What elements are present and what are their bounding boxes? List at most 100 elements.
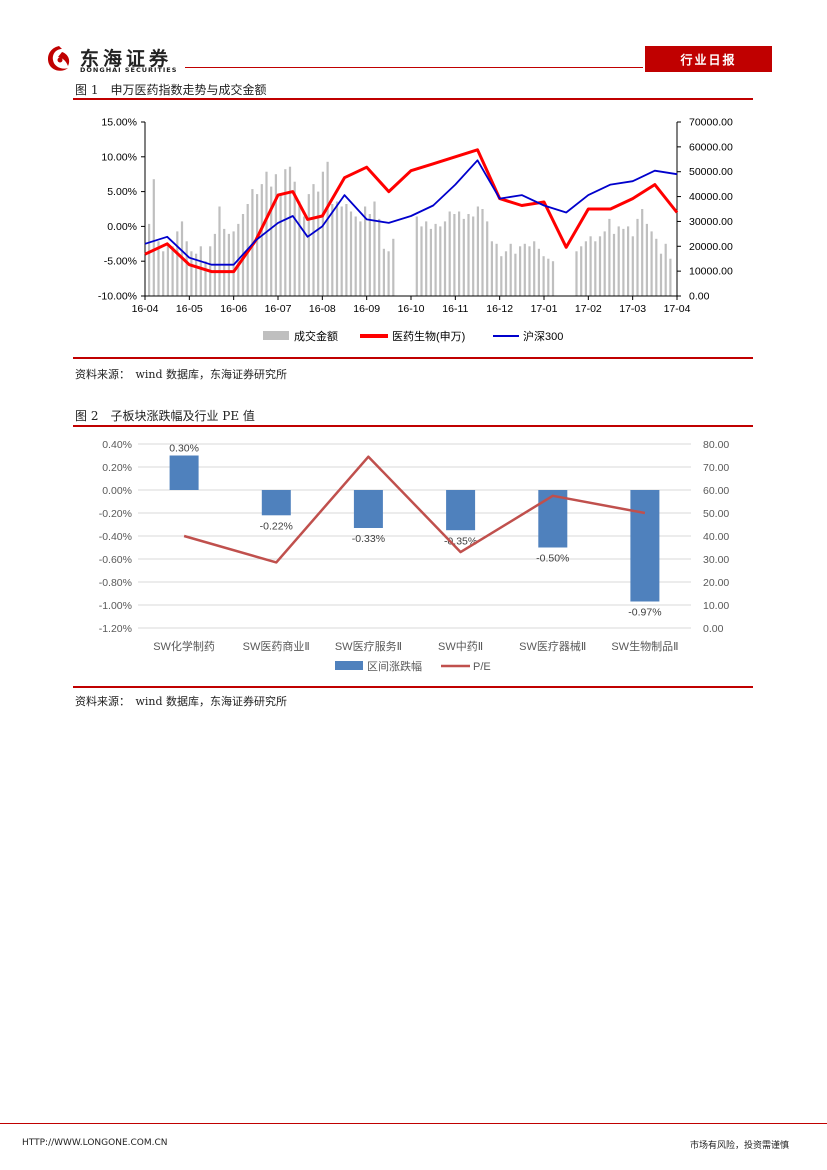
y-right-tick-label: 50.00 <box>703 508 729 520</box>
change-bar <box>538 490 568 548</box>
donghai-logo-icon <box>48 46 70 71</box>
volume-bar <box>617 226 620 296</box>
volume-bar <box>476 206 479 296</box>
volume-bar <box>533 241 536 296</box>
y-left-tick-label: 10.00% <box>101 151 137 163</box>
volume-bar <box>500 256 503 296</box>
y-right-tick-label: 50000.00 <box>689 166 733 178</box>
legend-pharma-label: 医药生物(申万) <box>392 329 465 343</box>
legend-csi300-label: 沪深300 <box>523 329 563 343</box>
volume-bar <box>608 218 611 296</box>
volume-bar <box>368 214 371 296</box>
volume-bar <box>594 241 597 296</box>
volume-bar <box>288 166 292 296</box>
volume-bar <box>171 246 174 296</box>
volume-bar <box>664 243 667 296</box>
volume-bar <box>387 251 390 296</box>
volume-bar <box>472 216 475 296</box>
volume-bar <box>364 206 367 296</box>
volume-bar <box>382 248 385 296</box>
volume-bar <box>458 211 461 296</box>
x-tick-label: 17-02 <box>575 303 602 315</box>
volume-bar <box>176 231 179 296</box>
volume-bar <box>528 246 531 296</box>
volume-bar <box>157 241 160 296</box>
x-tick-label: 16-11 <box>442 303 468 315</box>
footer-divider <box>0 1123 827 1124</box>
x-tick-label: 16-09 <box>353 303 380 315</box>
volume-bar <box>195 253 198 296</box>
category-label: SW医疗器械Ⅱ <box>519 639 586 653</box>
volume-bar <box>148 223 151 296</box>
category-label: SW生物制品Ⅱ <box>611 639 678 653</box>
figure1-chart: 15.00% 10.00% 5.00% 0.00% -5.00% -10.00% 70000… <box>98 117 733 344</box>
volume-bar <box>462 218 465 296</box>
y-left-tick-label: -0.20% <box>99 508 132 520</box>
volume-bar <box>645 223 648 296</box>
volume-bar <box>303 216 306 296</box>
y-right-tick-label: 30.00 <box>703 554 729 566</box>
volume-bar <box>298 201 301 296</box>
figure2-chart: 0.40% 0.20% 0.00% -0.20% -0.40% -0.60% -0.80% -… <box>99 439 730 673</box>
volume-bar <box>603 231 606 296</box>
volume-bar <box>542 256 545 296</box>
volume-bar <box>547 258 550 296</box>
volume-bar <box>598 236 602 296</box>
change-bar <box>169 455 199 490</box>
y-right-tick-label: 10000.00 <box>689 266 733 278</box>
volume-bar <box>551 261 555 296</box>
volume-bar <box>359 221 362 296</box>
y-right-tick-label: 40000.00 <box>689 191 733 203</box>
figure2-top-rule <box>73 425 753 427</box>
y-right-tick-label: 40.00 <box>703 531 729 543</box>
volume-bar <box>354 216 357 296</box>
footer-url-link[interactable]: HTTP://WWW.LONGONE.COM.CN <box>22 1138 168 1148</box>
volume-bar <box>199 246 202 296</box>
figure1-bottom-rule <box>73 357 753 359</box>
bar-value-label: -0.97% <box>628 607 661 619</box>
y-right-tick-label: 60.00 <box>703 485 729 497</box>
logo-chinese: 东海证券 <box>80 48 173 70</box>
x-tick-label: 16-07 <box>265 303 292 315</box>
y-left-tick-label: 0.40% <box>102 439 132 451</box>
volume-bar <box>415 216 418 296</box>
volume-bar <box>274 174 277 296</box>
volume-bar <box>641 209 644 296</box>
volume-bar <box>580 246 583 296</box>
volume-bar <box>467 214 470 296</box>
volume-bar <box>589 236 592 296</box>
y-right-tick-label: 70000.00 <box>689 117 733 129</box>
volume-bar <box>279 194 282 296</box>
volume-bar <box>392 238 395 296</box>
volume-bar <box>420 226 423 296</box>
volume-bar <box>429 228 432 296</box>
volume-bar <box>659 253 663 296</box>
figure2-source: 资料来源： wind 数据库，东海证券研究所 <box>75 695 288 708</box>
y-right-tick-label: 70.00 <box>703 462 729 474</box>
volume-bar <box>256 194 259 296</box>
category-label: SW化学制药 <box>153 639 215 653</box>
volume-bar <box>504 251 508 296</box>
bar-value-label: 0.30% <box>169 443 199 455</box>
change-bar <box>261 490 291 516</box>
volume-bar <box>166 243 169 296</box>
volume-bar <box>335 201 339 296</box>
volume-bar <box>655 238 658 296</box>
x-tick-label: 17-01 <box>531 303 558 315</box>
x-tick-label: 16-05 <box>176 303 203 315</box>
volume-bar <box>669 258 672 296</box>
y-right-tick-label: 20.00 <box>703 577 729 589</box>
y-right-tick-label: 60000.00 <box>689 141 733 153</box>
volume-bar <box>373 201 376 296</box>
legend-pe-label: P/E <box>473 661 491 673</box>
volume-bar <box>622 228 625 296</box>
y-right-tick-label: 30000.00 <box>689 216 733 228</box>
x-tick-label: 16-12 <box>486 303 513 315</box>
volume-bar <box>612 233 616 296</box>
y-left-tick-label: -0.40% <box>99 531 132 543</box>
volume-bar <box>321 171 324 296</box>
y-right-tick-label: 0.00 <box>703 623 724 635</box>
volume-bar <box>270 186 273 296</box>
y-left-tick-label: 0.00% <box>107 221 137 233</box>
y-left-tick-label: -0.80% <box>99 577 132 589</box>
